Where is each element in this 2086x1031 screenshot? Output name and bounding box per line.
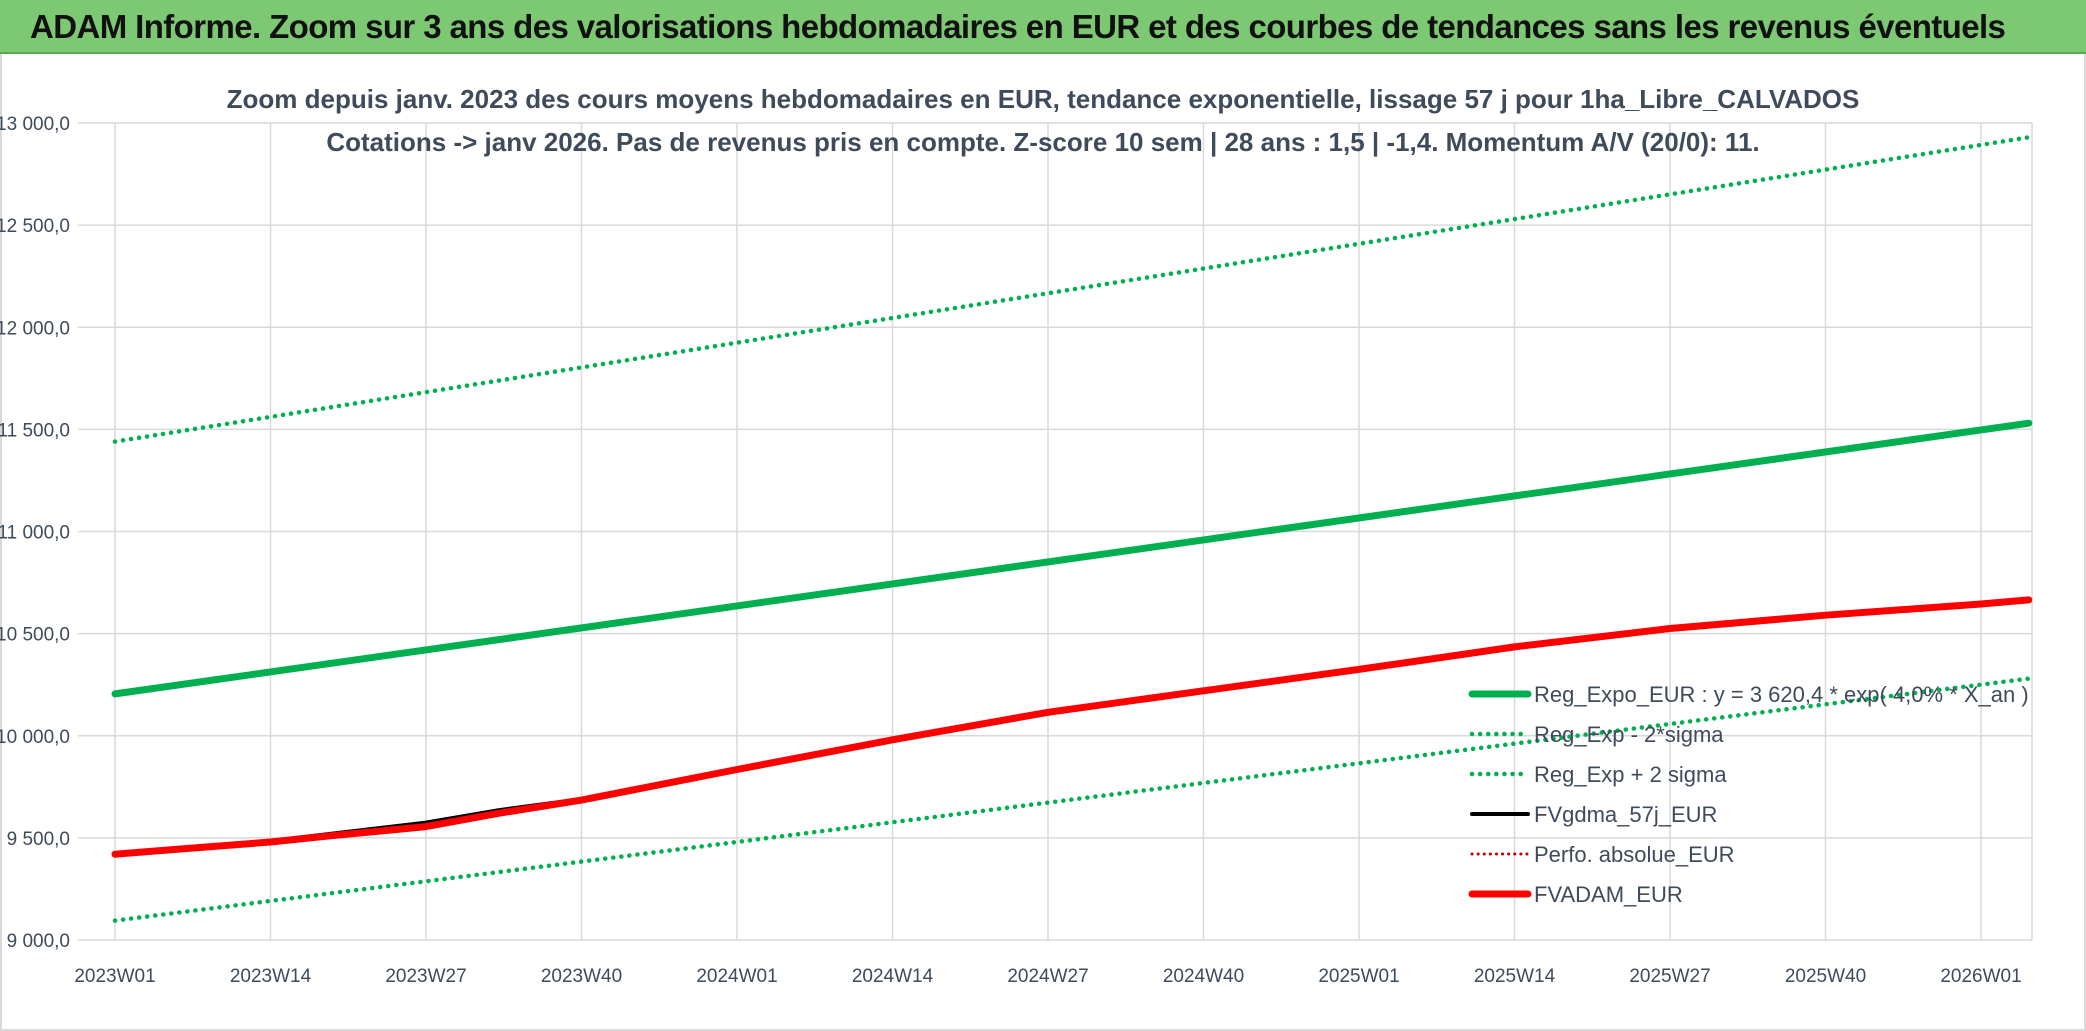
x-tick-label: 2024W27 [1007,966,1088,987]
legend-label-reg-expo-eur-y-3-620-4-exp-4-0-x-an: Reg_Expo_EUR : y = 3 620,4 * exp( 4,0% *… [1534,682,2029,707]
series-line-fvgdma-57j-eur [113,598,2031,857]
x-tick-label: 2023W27 [385,966,466,987]
x-tick-label: 2025W01 [1318,966,1399,987]
chart-frame [0,54,2086,1031]
chart-subtitle: Cotations -> janv 2026. Pas de revenus p… [326,127,1760,157]
y-tick-label: 9 500,0 [7,829,70,850]
y-tick-label: 12 000,0 [0,318,70,339]
legend-label-reg-exp-2-sigma: Reg_Exp + 2 sigma [1534,762,1727,787]
x-tick-label: 2024W01 [696,966,777,987]
report-title: ADAM Informe. Zoom sur 3 ans des valoris… [30,8,2006,45]
y-tick-label: 10 500,0 [0,625,70,646]
series-line-fvadam-eur [111,596,2033,858]
x-tick-label: 2024W40 [1163,966,1244,987]
x-tick-label: 2023W40 [541,966,622,987]
y-tick-label: 9 000,0 [7,931,70,952]
y-tick-label: 11 000,0 [0,523,70,544]
report-banner: ADAM Informe. Zoom sur 3 ans des valoris… [0,0,2086,54]
x-tick-label: 2025W14 [1474,966,1556,987]
y-tick-label: 11 500,0 [0,420,70,441]
legend-label-reg-exp-2-sigma: Reg_Exp - 2*sigma [1534,722,1724,747]
x-tick-label: 2025W27 [1629,966,1710,987]
legend-label-fvgdma-57j-eur: FVgdma_57j_EUR [1534,802,1717,827]
y-tick-label: 12 500,0 [0,216,70,237]
series-line-reg-exp-2-sigma [112,676,2032,923]
x-tick-label: 2025W40 [1785,966,1866,987]
y-tick-label: 13 000,0 [0,114,70,135]
x-tick-label: 2024W14 [852,966,934,987]
series-line-reg-expo-eur-y-3-620-4-exp-4-0-x-an [111,419,2033,698]
x-tick-label: 2023W01 [74,966,155,987]
x-tick-label: 2026W01 [1940,966,2021,987]
x-tick-label: 2023W14 [230,966,312,987]
y-tick-label: 10 000,0 [0,727,70,748]
legend-label-fvadam-eur: FVADAM_EUR [1534,882,1683,907]
series-line-reg-exp-2-sigma [112,135,2032,444]
legend-label-perfo-absolue-eur: Perfo. absolue_EUR [1534,842,1735,867]
chart-title: Zoom depuis janv. 2023 des cours moyens … [226,84,1860,114]
